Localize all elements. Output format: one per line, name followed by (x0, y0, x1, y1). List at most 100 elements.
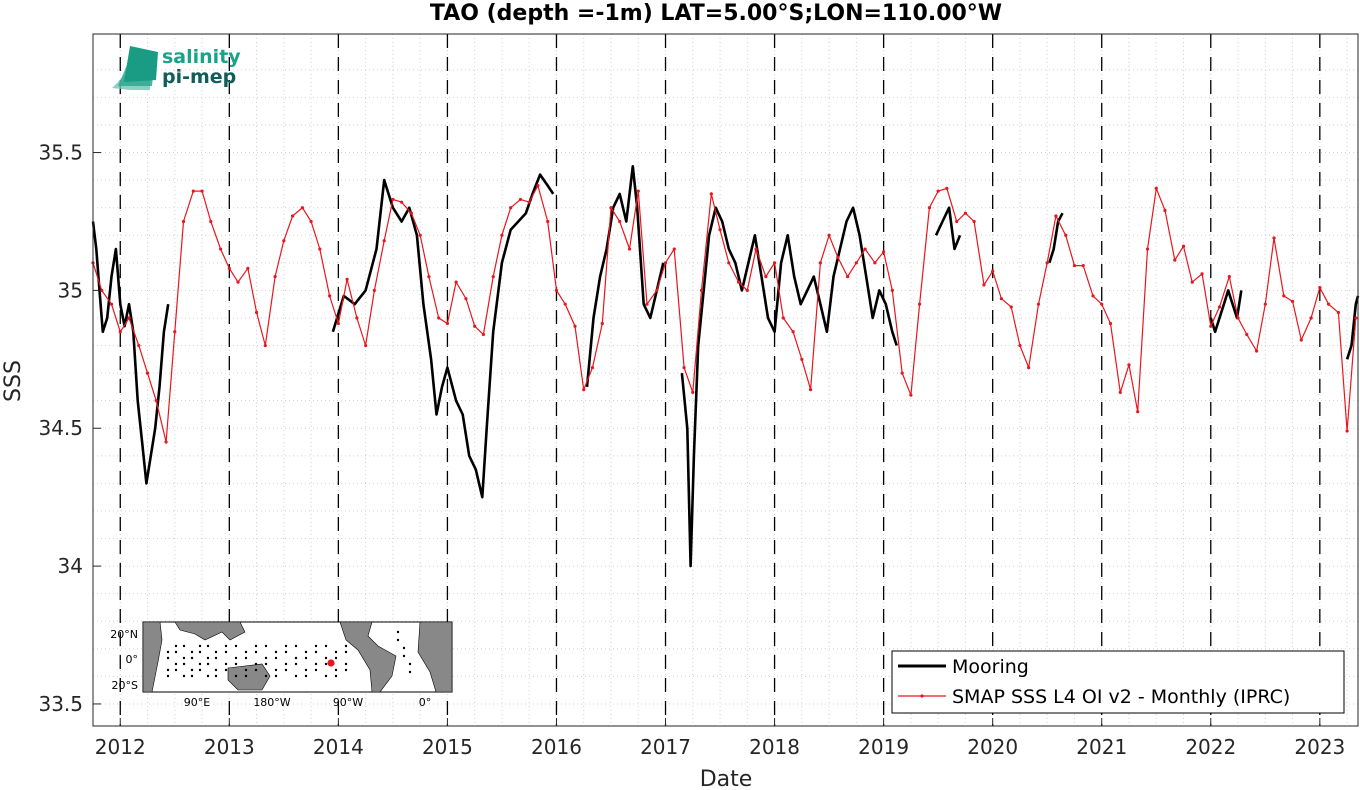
smap-point (582, 388, 586, 392)
smap-point (218, 247, 223, 251)
smap-point (718, 228, 722, 232)
smap-point (191, 189, 195, 193)
map-buoy-dot (244, 668, 248, 672)
map-buoy-dot (284, 650, 288, 654)
smap-point (900, 371, 904, 375)
smap-point (699, 288, 704, 292)
smap-point (1127, 363, 1131, 367)
y-tick-label: 34 (58, 554, 83, 578)
smap-point (736, 280, 741, 284)
smap-point (263, 343, 267, 348)
map-buoy-dot (344, 668, 348, 672)
map-buoy-dot (198, 668, 202, 672)
map-buoy-dot (182, 644, 186, 648)
smap-point (236, 280, 240, 284)
smap-point (290, 214, 295, 218)
smap-point (1163, 208, 1167, 213)
smap-point (1236, 316, 1240, 320)
smap-point (309, 219, 313, 224)
map-buoy-dot (198, 650, 202, 654)
map-buoy-dot (324, 674, 328, 678)
inset-map-buoy-dots (166, 630, 412, 678)
x-axis-label: Date (700, 767, 753, 790)
smap-point (1299, 338, 1303, 342)
smap-point (509, 206, 513, 210)
smap-point (1027, 365, 1031, 370)
x-tick-label: 2018 (749, 735, 800, 759)
smap-point (1272, 236, 1276, 240)
map-buoy-dot (264, 644, 268, 648)
map-buoy-dot (304, 674, 308, 678)
map-buoy-dot (224, 650, 228, 654)
map-buoy-dot (408, 662, 412, 666)
map-buoy-dot (174, 662, 178, 666)
smap-point (600, 321, 604, 326)
smap-point (618, 219, 622, 224)
smap-point (1136, 410, 1140, 414)
map-buoy-dot (166, 656, 170, 660)
smap-point (909, 393, 913, 397)
smap-point (1318, 286, 1322, 290)
smap-point (145, 371, 150, 375)
map-buoy-dot (324, 656, 328, 660)
map-buoy-dot (324, 644, 328, 648)
map-buoy-dot (244, 650, 248, 654)
smap-point (409, 211, 414, 215)
legend-box (891, 650, 1345, 714)
map-buoy-dot (344, 650, 348, 654)
smap-point (400, 200, 404, 204)
legend-swatch-smap-marker (920, 694, 924, 698)
map-buoy-dot (274, 674, 278, 678)
smap-point (727, 261, 731, 265)
smap-point (609, 206, 613, 210)
map-buoy-dot (190, 650, 194, 654)
smap-point (573, 324, 577, 328)
map-buoy-dot (214, 656, 218, 660)
smap-point (554, 288, 559, 292)
smap-point (691, 390, 695, 395)
map-buoy-dot (402, 654, 406, 658)
inset-map-landmass-americas (339, 621, 397, 693)
map-buoy-dot (284, 644, 288, 648)
smap-point (627, 247, 632, 251)
smap-point (927, 206, 932, 210)
map-buoy-dot (294, 662, 298, 666)
smap-point (890, 288, 894, 292)
smap-point (636, 189, 640, 193)
map-buoy-dot (190, 674, 194, 678)
smap-point (1091, 294, 1095, 298)
y-axis-label: SSS (1, 360, 26, 402)
smap-point (546, 219, 550, 224)
smap-point (1354, 316, 1358, 320)
logo-text-pimep: pi-mep (162, 66, 236, 88)
map-buoy-dot (396, 630, 400, 634)
smap-point (827, 233, 831, 237)
smap-point (355, 316, 359, 320)
smap-point (863, 247, 867, 251)
mooring-line-segment (1209, 289, 1243, 334)
map-buoy-dot (324, 662, 328, 666)
map-buoy-dot (344, 644, 348, 648)
map-buoy-dot (274, 668, 278, 672)
map-buoy-dot (408, 670, 412, 674)
smap-point (882, 250, 886, 254)
smap-point (1282, 294, 1286, 298)
smap-point (1064, 233, 1068, 237)
x-tick-label: 2022 (1185, 735, 1236, 759)
map-buoy-dot (284, 662, 288, 666)
y-tick-label: 35 (58, 278, 83, 302)
smap-point (1309, 316, 1313, 320)
smap-point (800, 357, 804, 361)
map-buoy-dot (334, 650, 338, 654)
map-buoy-dot (244, 674, 248, 678)
map-buoy-dot (182, 674, 186, 678)
smap-point (1263, 302, 1267, 306)
series-mooring (91, 165, 1360, 568)
smap-point (227, 266, 231, 270)
smap-point (972, 219, 976, 224)
smap-point (1209, 324, 1213, 328)
map-buoy-dot (254, 650, 258, 654)
smap-point (945, 186, 949, 190)
inset-map-lon-label: 180°W (253, 696, 290, 709)
